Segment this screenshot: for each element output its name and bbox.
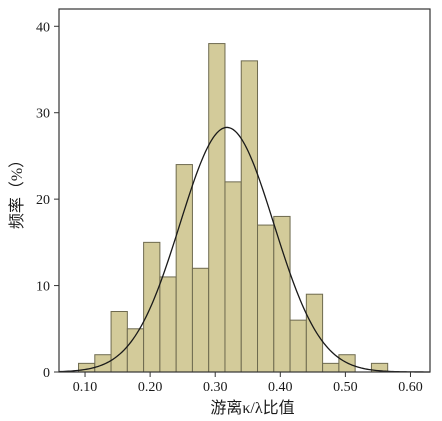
x-tick-label: 0.10 [73, 380, 98, 395]
histogram-bar [143, 241, 161, 373]
x-axis: 0.10 0.20 0.30 0.40 0.50 0.60 [73, 372, 423, 395]
y-tick-label: 0 [43, 366, 50, 381]
histogram-bar [191, 267, 210, 373]
y-axis-title: 频率（%） [8, 152, 26, 229]
normal-fit-curve [58, 126, 430, 373]
y-tick-label: 30 [36, 107, 50, 122]
histogram-bar [305, 293, 324, 373]
y-tick-label: 10 [36, 280, 50, 295]
histogram-bar [110, 311, 128, 373]
histogram-bar [208, 43, 226, 373]
y-tick-label: 20 [36, 193, 50, 208]
x-tick-label: 0.30 [203, 380, 228, 395]
histogram-bar [240, 60, 259, 373]
x-tick-label: 0.60 [398, 380, 423, 395]
y-axis: 0 10 20 30 40 [36, 20, 59, 381]
histogram-bar [94, 354, 112, 373]
y-tick-label: 40 [36, 20, 50, 35]
histogram-bar [257, 224, 275, 373]
histogram-bar [159, 276, 177, 373]
histogram-bar [289, 319, 307, 373]
histogram-bar [224, 181, 242, 373]
x-tick-label: 0.40 [268, 380, 293, 395]
plot-frame [58, 8, 431, 373]
bars-group [78, 43, 389, 373]
x-tick-label: 0.50 [333, 380, 358, 395]
histogram-bar [322, 362, 340, 373]
x-axis-title: 游离κ/λ比值 [210, 399, 294, 417]
x-tick-label: 0.20 [138, 380, 163, 395]
histogram-bar [273, 215, 291, 373]
histogram-bar [175, 164, 193, 373]
